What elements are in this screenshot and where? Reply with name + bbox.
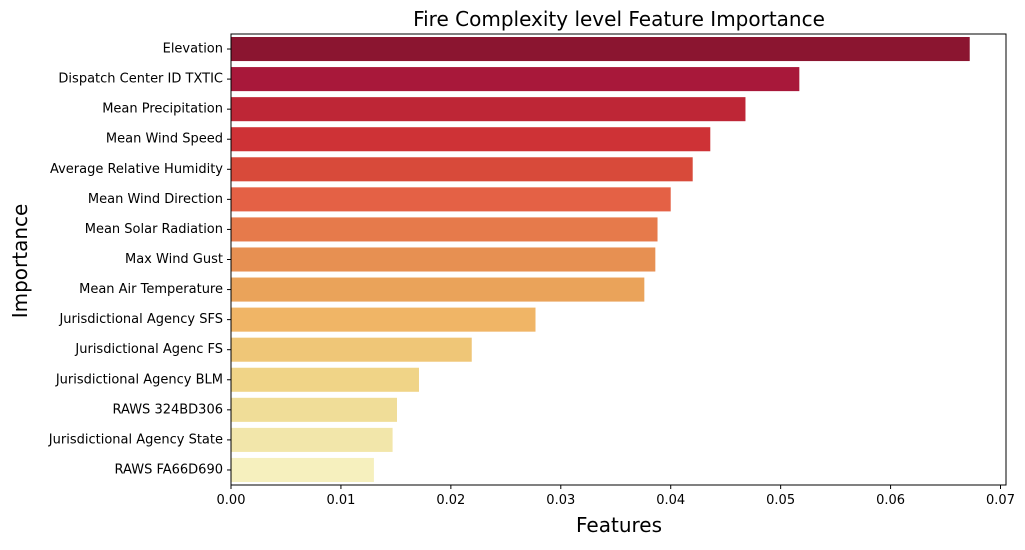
y-tick-label: RAWS 324BD306 (113, 402, 223, 417)
bar (231, 157, 693, 182)
bar (231, 457, 374, 482)
x-tick-label: 0.00 (217, 493, 246, 508)
y-tick-label: Jurisdictional Agency SFS (58, 312, 223, 327)
y-tick-label: Jurisdictional Agency BLM (55, 372, 223, 387)
bar (231, 97, 746, 122)
chart-title: Fire Complexity level Feature Importance (413, 7, 825, 31)
bar (231, 127, 711, 152)
bar (231, 277, 645, 302)
x-tick-label: 0.01 (326, 493, 355, 508)
y-tick-label: Mean Solar Radiation (85, 222, 223, 237)
x-ticks: 0.00 0.01 0.02 0.03 0.04 0.05 0.06 0.07 (217, 485, 1015, 508)
y-tick-label: Mean Air Temperature (79, 282, 223, 297)
y-tick-label: Jurisdictional Agency State (48, 432, 223, 447)
y-tick-labels: Elevation Dispatch Center ID TXTIC Mean Pr… (48, 42, 231, 477)
plot-frame (230, 33, 1007, 486)
y-tick-label: RAWS FA66D690 (115, 462, 223, 477)
bars-group (231, 37, 970, 482)
x-tick-label: 0.02 (436, 493, 465, 508)
x-axis-label: Features (576, 513, 662, 537)
y-tick-label: Mean Wind Direction (88, 192, 223, 207)
bar (231, 187, 671, 212)
bar (231, 37, 970, 62)
y-axis-label: Importance (8, 204, 32, 319)
y-tick-label: Max Wind Gust (125, 252, 223, 267)
y-tick-label: Mean Wind Speed (106, 132, 223, 147)
y-tick-label: Mean Precipitation (102, 102, 223, 117)
bar (231, 427, 393, 452)
bar (231, 67, 800, 92)
bar (231, 397, 397, 422)
bar (231, 337, 472, 362)
bar (231, 307, 536, 332)
bar (231, 367, 419, 392)
y-tick-label: Jurisdictional Agenc FS (74, 342, 223, 357)
bar (231, 217, 658, 242)
x-tick-label: 0.05 (766, 493, 795, 508)
x-tick-label: 0.06 (876, 493, 905, 508)
x-tick-label: 0.07 (986, 493, 1015, 508)
x-tick-label: 0.04 (656, 493, 685, 508)
bar (231, 247, 656, 272)
x-tick-label: 0.03 (546, 493, 575, 508)
y-tick-label: Average Relative Humidity (50, 162, 223, 177)
y-tick-label: Elevation (163, 42, 223, 57)
y-tick-label: Dispatch Center ID TXTIC (58, 72, 223, 87)
